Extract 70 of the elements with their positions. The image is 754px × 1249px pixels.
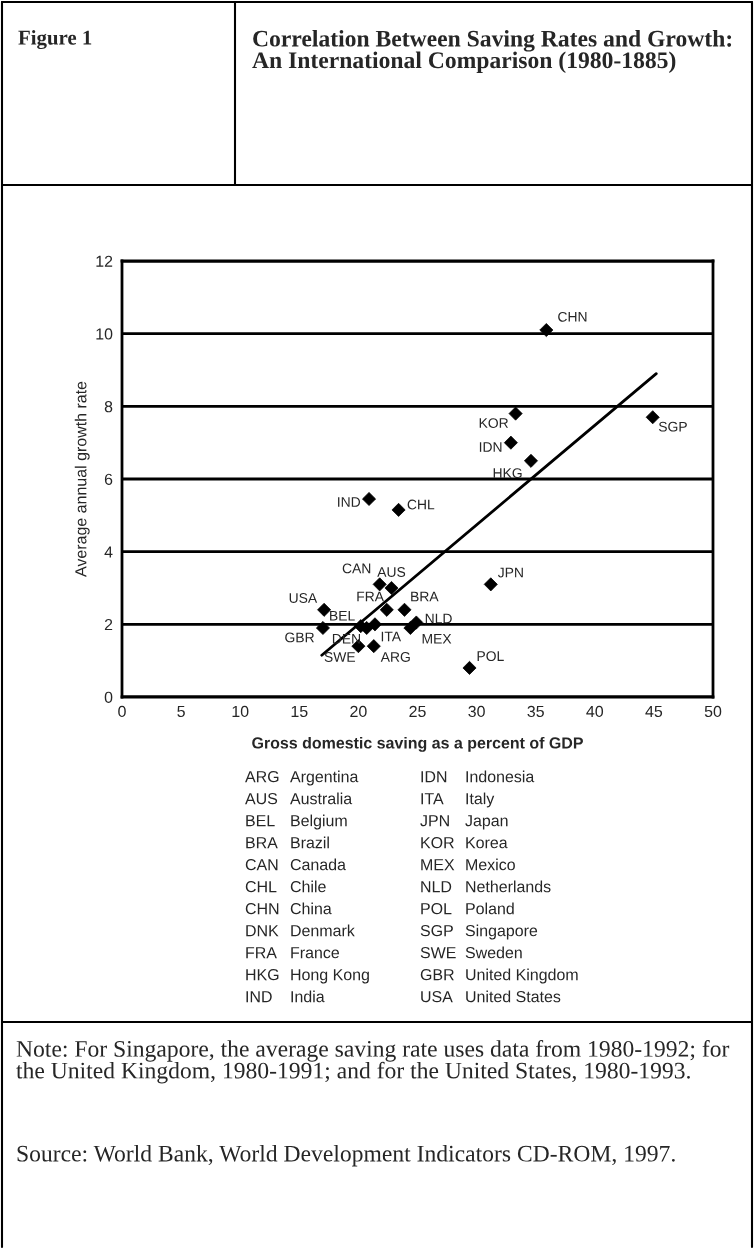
data-label: JPN [497, 567, 523, 578]
y-tick-label: 2 [104, 618, 113, 631]
text: ARG Argentina [245, 770, 359, 786]
x-tick-label: 20 [350, 705, 367, 718]
text: SWE Sweden [420, 946, 522, 959]
y-tick-label: 4 [104, 546, 113, 558]
data-label: CHN [558, 311, 587, 322]
x-tick-label: 30 [468, 705, 485, 718]
text: IND India [246, 990, 325, 1003]
data-label: GBR [285, 632, 314, 643]
text: GBR United Kingdom [420, 968, 578, 984]
x-tick-label: 10 [232, 705, 249, 718]
point [645, 410, 660, 425]
point [384, 581, 399, 595]
text: ITA Italy [421, 792, 495, 808]
text: CHN China [245, 902, 332, 915]
x-tick-label: 25 [409, 705, 426, 718]
x-tick-label: 15 [291, 705, 308, 718]
text: BRA Brazil [246, 836, 329, 849]
x-tick-label: 35 [527, 705, 544, 718]
y-tick-label: 12 [96, 255, 113, 267]
data-label: SGP [658, 421, 687, 432]
y-tick-label: 10 [96, 328, 113, 340]
y-axis-title: Average annual growth rate [74, 381, 90, 577]
x-tick-label: 45 [645, 705, 663, 718]
data-label: FRA [357, 591, 384, 602]
data-label: MEX [422, 634, 452, 644]
data-label: HKG [493, 468, 522, 478]
text: MEX Mexico [421, 858, 515, 871]
data-label: KOR [479, 418, 509, 428]
x-tick-label: 0 [118, 705, 126, 718]
text: USA United States [421, 990, 561, 1003]
text: KOR Korea [421, 836, 508, 849]
x-axis-title: Gross domestic saving as a percent of GDP [252, 736, 583, 752]
data-label: ARG [380, 652, 410, 662]
data-label: ITA [381, 631, 402, 642]
x-tick-label: 40 [586, 705, 604, 718]
text: SGP Singapore [420, 924, 538, 940]
data-label: AUS [377, 567, 406, 577]
caption: Figure 1 [18, 30, 92, 50]
text: JPN Japan [420, 815, 508, 830]
y-tick-label: 6 [104, 473, 113, 485]
data-label: USA [289, 593, 318, 603]
text: IDN Indonesia [421, 770, 535, 783]
y-tick-label: 0 [104, 691, 113, 703]
text: DNK Denmark [246, 924, 355, 937]
x-tick-label: 5 [177, 705, 185, 718]
data-label: POL [477, 651, 504, 662]
data-label: CAN [342, 563, 371, 574]
text: HKG Hong Kong [246, 968, 369, 984]
text: AUS Australia [245, 792, 353, 805]
data-label: CHL [407, 499, 435, 510]
point [462, 660, 477, 675]
data-label: IDN [479, 442, 502, 452]
data-label: BRA [411, 591, 439, 602]
x-tick-label: 50 [704, 705, 722, 718]
text: NLD Netherlands [421, 880, 551, 893]
text: FRA France [246, 947, 339, 959]
data-label: SWE [324, 652, 356, 662]
y-tick-label: 8 [104, 400, 113, 413]
data-label: BEL [330, 610, 355, 621]
data-label: NLD [425, 613, 452, 624]
text: BEL Belgium [246, 814, 347, 830]
data-label: IND [338, 497, 361, 507]
text: Note: For Singapore, the average saving rate uses data from 1980-1992; for the United Kingdom, 1980-1991; and for the United States, 1980-1993. [16, 1040, 730, 1084]
text: POL Poland [421, 902, 514, 915]
chart-title: Correlation Between Saving Rates and Growth: An International Comparison (1980-1885) [252, 30, 732, 74]
text: CHL Chile [245, 880, 326, 893]
source-note: Source: World Bank, World Development Indicators CD-ROM, 1997. [17, 1145, 675, 1167]
text: CAN Canada [245, 858, 346, 871]
